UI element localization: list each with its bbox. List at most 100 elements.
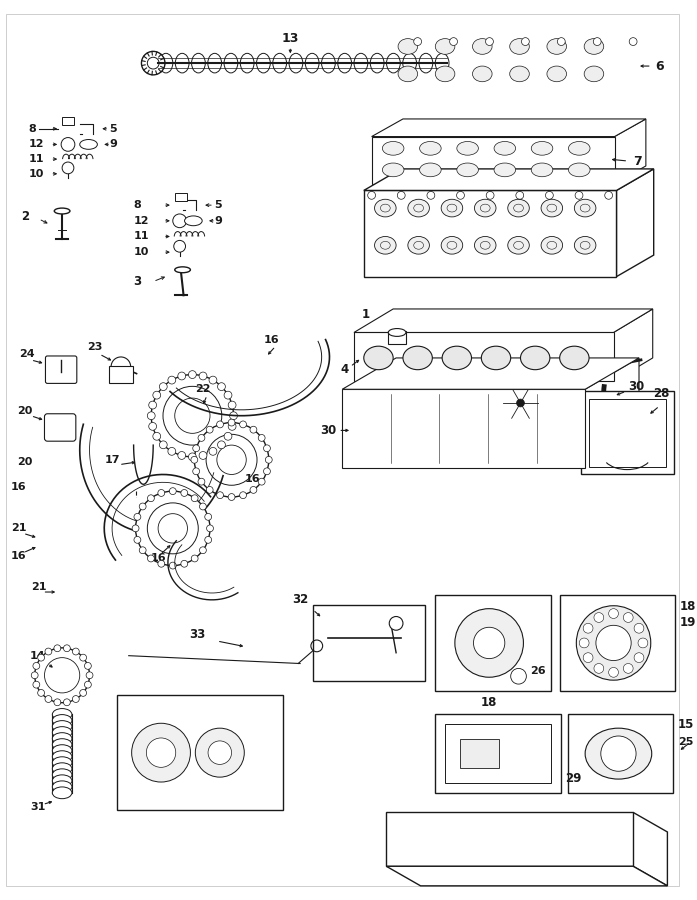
Circle shape xyxy=(240,491,247,499)
Circle shape xyxy=(146,738,176,768)
Text: 8: 8 xyxy=(29,123,36,134)
Ellipse shape xyxy=(584,66,604,82)
Ellipse shape xyxy=(54,208,70,214)
Text: 32: 32 xyxy=(292,593,308,607)
Circle shape xyxy=(623,613,633,623)
Circle shape xyxy=(199,503,206,510)
Ellipse shape xyxy=(510,39,529,54)
Circle shape xyxy=(263,445,270,452)
Polygon shape xyxy=(372,119,646,137)
Circle shape xyxy=(228,493,235,500)
Circle shape xyxy=(33,681,40,688)
Circle shape xyxy=(194,423,269,497)
Circle shape xyxy=(153,432,161,440)
Circle shape xyxy=(132,525,139,532)
Circle shape xyxy=(558,38,565,46)
Text: 21: 21 xyxy=(31,582,46,592)
Ellipse shape xyxy=(521,346,550,370)
Text: 20: 20 xyxy=(17,406,33,416)
Ellipse shape xyxy=(419,53,433,73)
Ellipse shape xyxy=(547,66,567,82)
Polygon shape xyxy=(633,813,668,886)
Circle shape xyxy=(576,606,651,680)
Text: 8: 8 xyxy=(134,200,141,210)
Circle shape xyxy=(61,138,75,151)
Circle shape xyxy=(594,663,604,673)
Text: 26: 26 xyxy=(530,666,546,677)
Circle shape xyxy=(193,445,199,452)
Circle shape xyxy=(62,162,74,174)
Circle shape xyxy=(139,547,146,553)
Bar xyxy=(436,715,560,793)
Ellipse shape xyxy=(354,53,368,73)
Polygon shape xyxy=(342,358,639,390)
Circle shape xyxy=(174,240,185,252)
Ellipse shape xyxy=(441,199,463,217)
Ellipse shape xyxy=(176,53,189,73)
Bar xyxy=(581,392,674,474)
Circle shape xyxy=(593,38,601,46)
Ellipse shape xyxy=(240,53,254,73)
Circle shape xyxy=(250,427,257,433)
Circle shape xyxy=(263,468,270,474)
Ellipse shape xyxy=(383,141,404,155)
Circle shape xyxy=(596,626,631,661)
Ellipse shape xyxy=(273,53,286,73)
Text: 15: 15 xyxy=(678,717,694,731)
Circle shape xyxy=(111,357,130,376)
Text: 16: 16 xyxy=(151,553,166,562)
Text: 25: 25 xyxy=(678,737,694,747)
Ellipse shape xyxy=(224,53,238,73)
Circle shape xyxy=(209,447,217,455)
Text: 1: 1 xyxy=(362,309,370,321)
Ellipse shape xyxy=(52,733,72,744)
Ellipse shape xyxy=(79,140,98,149)
Circle shape xyxy=(148,401,157,409)
Polygon shape xyxy=(386,813,633,867)
Bar xyxy=(313,605,425,681)
Polygon shape xyxy=(354,309,652,332)
Circle shape xyxy=(79,689,86,697)
Text: 16: 16 xyxy=(11,482,26,492)
Ellipse shape xyxy=(383,163,404,176)
Ellipse shape xyxy=(475,237,496,254)
Circle shape xyxy=(158,490,164,497)
Circle shape xyxy=(191,495,198,501)
Text: 16: 16 xyxy=(264,336,279,346)
Ellipse shape xyxy=(374,199,396,217)
Circle shape xyxy=(169,562,176,569)
Bar xyxy=(460,739,499,769)
Text: 10: 10 xyxy=(134,248,149,257)
Circle shape xyxy=(266,456,273,464)
Polygon shape xyxy=(364,169,654,191)
Polygon shape xyxy=(354,332,613,382)
Circle shape xyxy=(178,372,185,380)
Circle shape xyxy=(608,608,618,618)
Text: 30: 30 xyxy=(628,380,645,392)
Circle shape xyxy=(148,495,154,501)
Ellipse shape xyxy=(52,721,72,733)
Circle shape xyxy=(147,503,198,554)
Circle shape xyxy=(38,654,45,662)
Ellipse shape xyxy=(52,763,72,775)
Text: 6: 6 xyxy=(656,59,664,73)
Ellipse shape xyxy=(387,53,400,73)
Text: 30: 30 xyxy=(320,424,337,436)
Ellipse shape xyxy=(494,163,516,176)
Circle shape xyxy=(455,608,523,677)
Text: 5: 5 xyxy=(214,200,222,210)
Circle shape xyxy=(199,547,206,553)
Circle shape xyxy=(259,478,265,485)
Ellipse shape xyxy=(370,53,384,73)
Ellipse shape xyxy=(510,66,529,82)
Circle shape xyxy=(629,38,637,46)
Circle shape xyxy=(250,487,257,493)
Ellipse shape xyxy=(584,39,604,54)
Circle shape xyxy=(158,514,187,543)
Circle shape xyxy=(259,435,265,441)
Bar xyxy=(567,715,673,793)
Bar xyxy=(388,330,406,344)
Bar xyxy=(175,194,187,202)
Circle shape xyxy=(634,624,644,634)
Ellipse shape xyxy=(531,163,553,176)
